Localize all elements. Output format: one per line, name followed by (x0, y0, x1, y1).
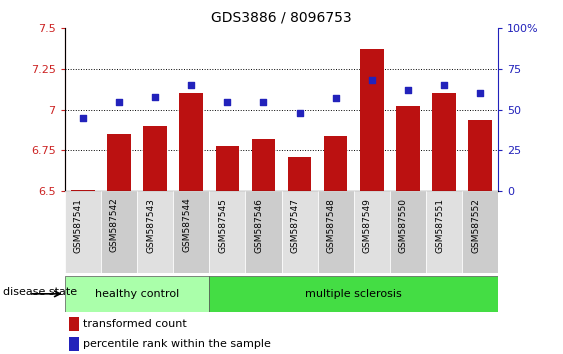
Bar (324, 136, 347, 191)
Point (114, 99, 123, 104)
Text: GSM587549: GSM587549 (363, 198, 372, 252)
Bar (288, 157, 311, 191)
Text: GSM587545: GSM587545 (218, 198, 227, 252)
Point (295, 110, 304, 116)
Bar (144, 126, 167, 191)
Text: GSM587547: GSM587547 (291, 198, 300, 252)
Bar (101, 191, 137, 273)
Bar (432, 93, 456, 191)
Text: healthy control: healthy control (95, 289, 179, 299)
Bar (65, 276, 209, 312)
Text: GSM587542: GSM587542 (110, 198, 119, 252)
Bar (318, 191, 354, 273)
Text: percentile rank within the sample: percentile rank within the sample (83, 339, 271, 349)
Bar (209, 276, 498, 312)
Bar (107, 134, 131, 191)
Point (331, 96, 340, 101)
Text: GSM587543: GSM587543 (146, 198, 155, 252)
Text: GSM587541: GSM587541 (74, 198, 83, 252)
Bar (209, 191, 245, 273)
Bar (354, 191, 390, 273)
Title: GDS3886 / 8096753: GDS3886 / 8096753 (211, 10, 352, 24)
Bar (65, 191, 101, 273)
Point (259, 99, 268, 104)
Text: GSM587552: GSM587552 (471, 198, 480, 252)
Text: transformed count: transformed count (83, 319, 187, 329)
Text: GSM587550: GSM587550 (399, 198, 408, 253)
Bar (396, 107, 419, 191)
Point (187, 82, 196, 88)
Text: multiple sclerosis: multiple sclerosis (305, 289, 402, 299)
Bar (245, 191, 282, 273)
Text: disease state: disease state (3, 287, 77, 297)
Point (367, 78, 376, 83)
Bar (71, 189, 95, 191)
Bar (282, 191, 318, 273)
Point (223, 99, 232, 104)
Bar (173, 191, 209, 273)
Bar (137, 191, 173, 273)
Point (476, 91, 485, 96)
Bar (69, 317, 79, 331)
Point (404, 87, 413, 93)
Bar (390, 191, 426, 273)
Point (78, 115, 87, 121)
Bar (252, 139, 275, 191)
Bar (462, 191, 498, 273)
Bar (180, 93, 203, 191)
Text: GSM587551: GSM587551 (435, 198, 444, 253)
Bar (426, 191, 462, 273)
Point (440, 82, 449, 88)
Text: GSM587544: GSM587544 (182, 198, 191, 252)
Point (150, 94, 159, 99)
Bar (360, 50, 383, 191)
Bar (468, 120, 492, 191)
Text: GSM587548: GSM587548 (327, 198, 336, 252)
Bar (216, 145, 239, 191)
Text: GSM587546: GSM587546 (254, 198, 263, 252)
Bar (69, 337, 79, 350)
